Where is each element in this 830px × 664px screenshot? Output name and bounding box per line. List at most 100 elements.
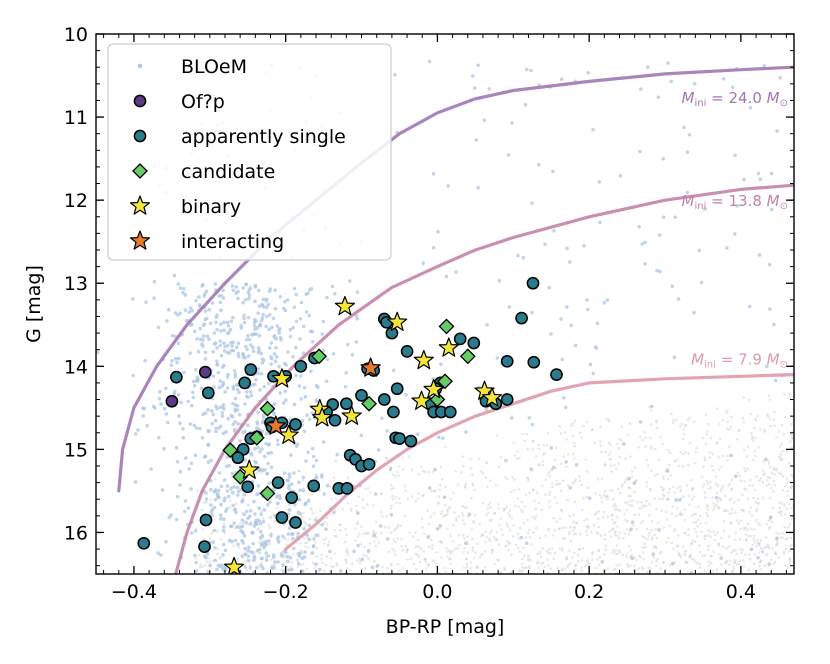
bloem-point xyxy=(588,362,593,367)
background-star xyxy=(234,583,237,586)
background-star xyxy=(720,536,723,540)
background-star xyxy=(286,623,289,626)
legend-label: candidate xyxy=(181,161,275,183)
background-star xyxy=(782,552,786,555)
bloem-point xyxy=(530,310,534,315)
bloem-point xyxy=(273,288,278,293)
bloem-point xyxy=(286,559,290,564)
bloem-point xyxy=(385,429,390,433)
background-star xyxy=(226,592,229,595)
bloem-point xyxy=(324,527,328,531)
apparently-single-point xyxy=(201,386,215,400)
background-star xyxy=(729,522,733,526)
background-star xyxy=(533,589,536,592)
background-star xyxy=(590,576,593,579)
background-star xyxy=(811,416,814,419)
background-star xyxy=(347,635,350,638)
bloem-point xyxy=(192,329,197,334)
background-star xyxy=(497,608,500,611)
background-star xyxy=(645,458,649,462)
background-star xyxy=(427,470,431,474)
background-star xyxy=(635,558,639,562)
background-star xyxy=(667,449,670,452)
background-star xyxy=(716,484,720,488)
background-star xyxy=(614,533,617,537)
bloem-point xyxy=(239,529,244,533)
background-star xyxy=(367,487,370,490)
background-star xyxy=(771,506,774,510)
bloem-point xyxy=(304,310,309,314)
background-star xyxy=(400,601,403,604)
background-star xyxy=(568,592,571,595)
background-star xyxy=(756,497,760,501)
background-star xyxy=(473,612,476,615)
background-star xyxy=(648,514,651,517)
background-star xyxy=(735,552,738,555)
background-star xyxy=(483,550,487,553)
background-star xyxy=(545,549,549,553)
bloem-point xyxy=(482,118,487,123)
background-star xyxy=(239,522,242,525)
background-star xyxy=(703,537,707,541)
background-star xyxy=(574,532,577,536)
background-star xyxy=(518,456,521,460)
background-star xyxy=(537,447,541,451)
background-star xyxy=(618,537,621,540)
bloem-point xyxy=(289,453,293,457)
background-star xyxy=(484,476,488,479)
background-star xyxy=(611,589,614,592)
background-star xyxy=(684,549,688,553)
background-star xyxy=(730,497,733,500)
background-star xyxy=(265,632,268,635)
background-star xyxy=(583,519,586,522)
apparently-single-point xyxy=(443,405,457,419)
background-star xyxy=(576,553,580,557)
background-star xyxy=(414,500,418,503)
background-star xyxy=(580,436,583,440)
bloem-point xyxy=(587,496,592,501)
background-star xyxy=(460,471,463,474)
bloem-point xyxy=(172,273,177,278)
background-star xyxy=(777,511,781,514)
background-star xyxy=(565,581,568,584)
background-star xyxy=(234,649,237,652)
background-star xyxy=(362,587,365,590)
background-star xyxy=(254,605,257,608)
background-star xyxy=(535,491,539,495)
background-star xyxy=(300,632,303,635)
background-star xyxy=(431,470,435,474)
background-star xyxy=(591,552,594,556)
background-star xyxy=(383,611,386,614)
background-star xyxy=(423,470,427,474)
background-star xyxy=(582,497,585,500)
background-star xyxy=(481,533,485,537)
background-star xyxy=(309,507,312,511)
background-star xyxy=(576,559,580,563)
background-star xyxy=(289,635,292,638)
background-star xyxy=(299,607,302,610)
background-star xyxy=(808,432,811,435)
background-star xyxy=(788,562,791,565)
background-star xyxy=(297,469,301,473)
background-star xyxy=(790,433,794,437)
background-star xyxy=(746,522,749,525)
bloem-point xyxy=(446,184,450,188)
bloem-point xyxy=(133,480,138,484)
background-star xyxy=(394,553,397,556)
background-star xyxy=(796,478,799,481)
background-star xyxy=(437,495,441,498)
background-star xyxy=(455,517,458,520)
background-star xyxy=(345,550,349,553)
background-star xyxy=(586,533,589,537)
background-star xyxy=(510,516,514,520)
bloem-point xyxy=(269,465,274,470)
background-star xyxy=(547,601,550,604)
background-star xyxy=(578,475,581,478)
background-star xyxy=(696,535,699,538)
background-star xyxy=(380,595,383,598)
background-star xyxy=(255,472,259,475)
background-star xyxy=(642,504,645,508)
background-star xyxy=(733,558,736,562)
background-star xyxy=(208,561,211,564)
background-star xyxy=(274,615,277,618)
